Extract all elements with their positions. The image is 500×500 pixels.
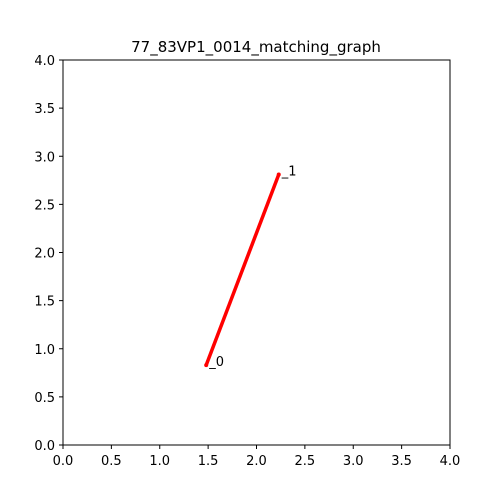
x-tick-label: 2.5 — [295, 454, 316, 469]
chart-title: 77_83VP1_0014_matching_graph — [131, 38, 381, 57]
x-tick-label: 0.5 — [101, 454, 122, 469]
y-axis: 0.0 0.5 1.0 1.5 2.0 2.5 3.0 3.5 4.0 — [34, 54, 63, 454]
y-tick-label: 3.0 — [34, 150, 55, 165]
node-label: _1 — [281, 165, 297, 180]
y-tick-label: 2.5 — [34, 198, 55, 213]
x-tick-label: 3.0 — [343, 454, 364, 469]
x-axis: 0.0 0.5 1.0 1.5 2.0 2.5 3.0 3.5 4.0 — [53, 445, 461, 469]
y-tick-label: 0.0 — [34, 439, 55, 454]
x-tick-label: 1.5 — [198, 454, 219, 469]
x-tick-label: 1.0 — [149, 454, 170, 469]
plot-area: _0 _1 — [204, 165, 297, 370]
y-tick-label: 1.0 — [34, 343, 55, 358]
x-tick-label: 4.0 — [440, 454, 461, 469]
y-tick-label: 3.5 — [34, 102, 55, 117]
axes-frame — [62, 59, 451, 446]
node-point — [204, 363, 209, 368]
node-point — [276, 172, 281, 177]
y-tick-label: 1.5 — [34, 295, 55, 310]
x-tick-label: 2.0 — [246, 454, 267, 469]
x-tick-label: 0.0 — [53, 454, 74, 469]
node-label: _0 — [208, 355, 224, 370]
y-tick-label: 0.5 — [34, 391, 55, 406]
x-tick-label: 3.5 — [391, 454, 412, 469]
y-tick-label: 2.0 — [34, 247, 55, 262]
matching-edge — [204, 173, 281, 366]
y-tick-label: 4.0 — [34, 54, 55, 69]
